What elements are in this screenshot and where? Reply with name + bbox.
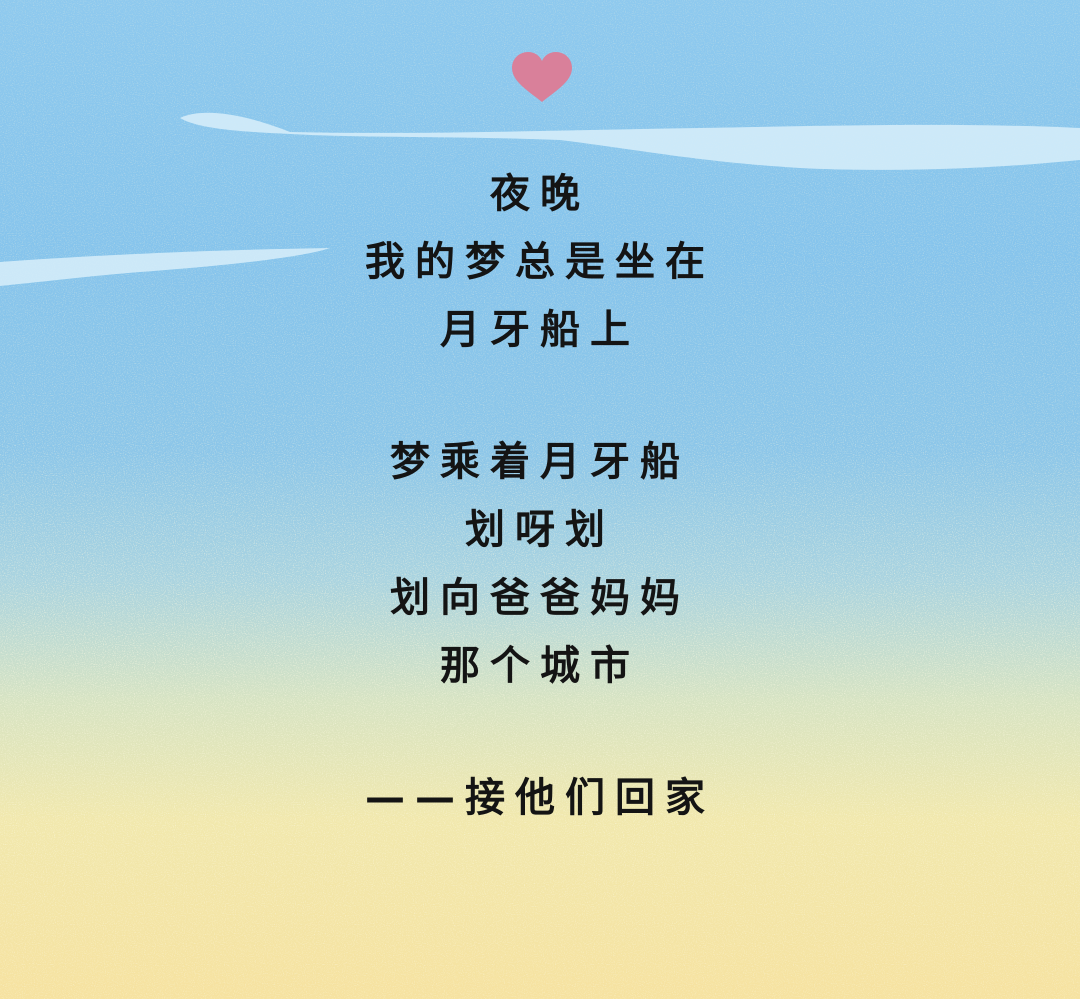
poem-signature: ——接他们回家 xyxy=(365,775,715,821)
poem-line: 夜晚 xyxy=(490,171,590,217)
poem-line: 划向爸爸妈妈 xyxy=(390,575,690,621)
stanza-gap xyxy=(0,700,1080,764)
poem-line: 我的梦总是坐在 xyxy=(365,239,715,285)
poem-line: 梦乘着月牙船 xyxy=(390,439,690,485)
cloud-streak-upper xyxy=(180,112,1080,170)
poem-line: 划呀划 xyxy=(465,507,615,553)
poem-text: 夜晚 我的梦总是坐在 月牙船上 梦乘着月牙船 划呀划 划向爸爸妈妈 那个城市 —… xyxy=(0,160,1080,832)
poem-line: 月牙船上 xyxy=(440,307,640,353)
poem-line: 那个城市 xyxy=(440,643,640,689)
cloud-streaks xyxy=(0,112,1080,286)
stanza-gap xyxy=(0,364,1080,428)
cloud-streak-lower xyxy=(0,248,330,286)
heart-icon xyxy=(512,52,572,102)
